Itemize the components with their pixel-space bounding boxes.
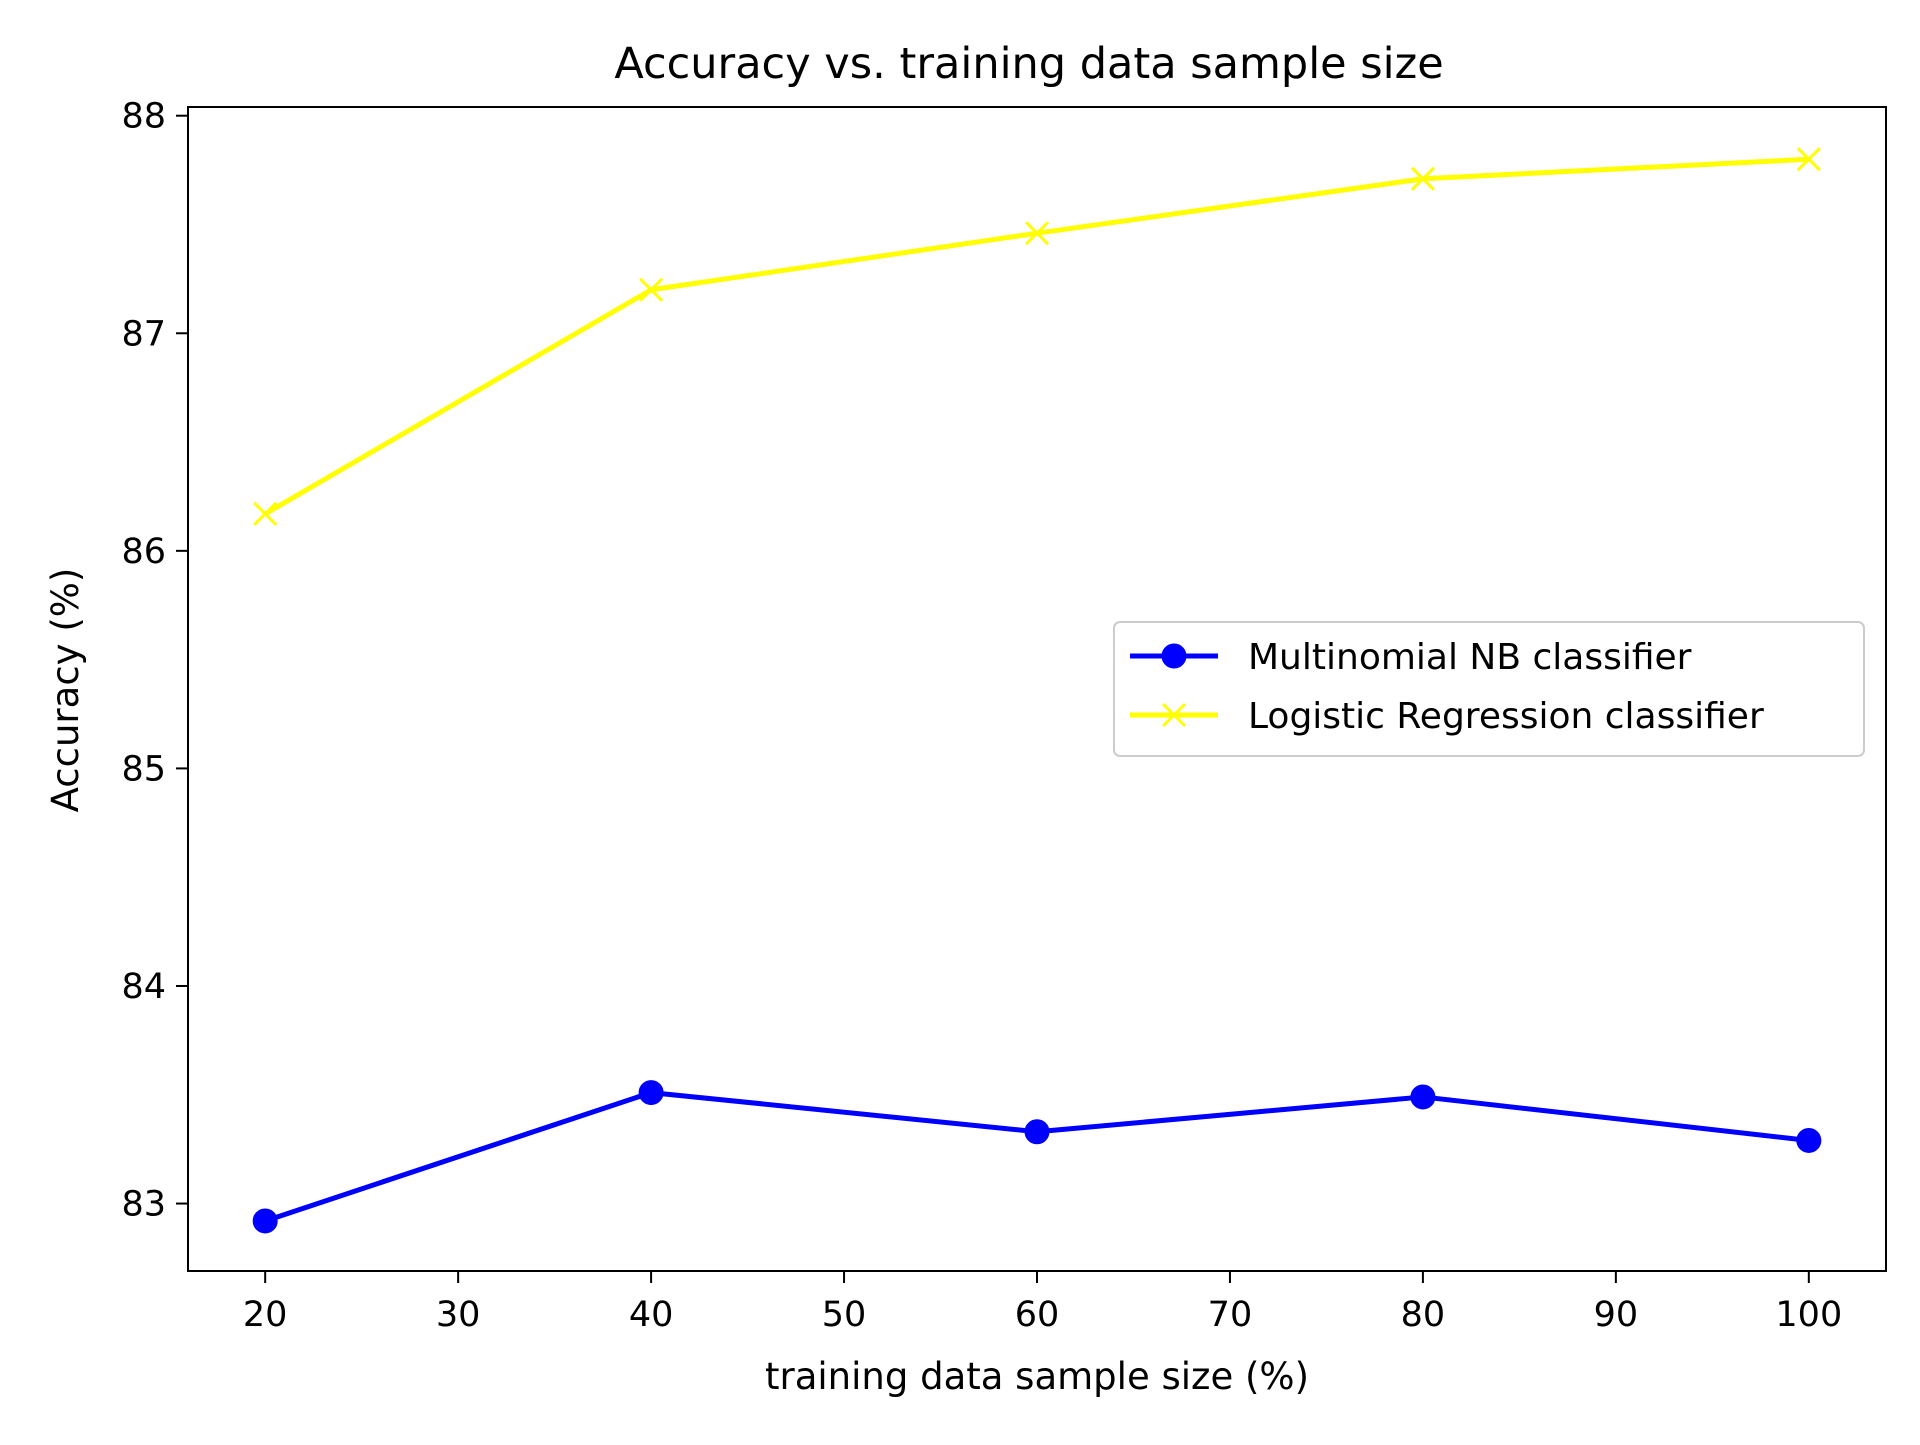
- data-point-logistic-regression: [639, 277, 664, 302]
- x-axis-label: training data sample size (%): [765, 1355, 1309, 1398]
- x-tick-label: 80: [1401, 1295, 1446, 1335]
- data-point-multinomial-nb: [638, 1080, 664, 1106]
- legend-box: [1113, 621, 1865, 757]
- x-axis: 20 30 40 50 60 70 80 90 100: [243, 1271, 1842, 1335]
- data-point-multinomial-nb: [1796, 1127, 1822, 1153]
- legend-label-logistic-regression: Logistic Regression classifier: [1248, 696, 1764, 737]
- data-point-multinomial-nb: [252, 1208, 278, 1234]
- plot-area: [252, 147, 1822, 1234]
- x-tick-label: 60: [1015, 1295, 1060, 1335]
- legend-label-multinomial-nb: Multinomial NB classifier: [1248, 637, 1692, 678]
- x-tick-label: 30: [436, 1295, 481, 1335]
- y-axis-label: Accuracy (%): [44, 568, 87, 813]
- data-point-logistic-regression: [1796, 147, 1821, 172]
- data-point-logistic-regression: [1410, 166, 1435, 191]
- data-point-multinomial-nb: [1410, 1084, 1436, 1110]
- x-tick-label: 40: [629, 1295, 674, 1335]
- x-tick-label: 20: [243, 1295, 288, 1335]
- x-tick-label: 70: [1208, 1295, 1253, 1335]
- data-point-logistic-regression: [1024, 221, 1050, 246]
- legend: Multinomial NB classifier Logistic Regres…: [1113, 621, 1865, 757]
- y-tick-label: 88: [121, 97, 166, 137]
- x-tick-label: 50: [822, 1295, 867, 1335]
- data-point-multinomial-nb: [1024, 1119, 1050, 1145]
- y-tick-label: 83: [121, 1185, 166, 1225]
- series-multinomial-nb: [252, 1080, 1822, 1234]
- legend-marker-multinomial-nb: [1161, 643, 1187, 669]
- x-tick-label: 100: [1775, 1295, 1842, 1335]
- series-logistic-regression: [253, 147, 1821, 526]
- legend-marker-logistic-regression: [1161, 702, 1187, 728]
- chart-title: Accuracy vs. training data sample size: [614, 39, 1443, 89]
- y-tick-label: 87: [121, 314, 166, 354]
- y-tick-label: 85: [121, 749, 166, 789]
- y-tick-label: 86: [121, 532, 166, 572]
- x-tick-label: 90: [1594, 1295, 1639, 1335]
- y-axis: 83 84 85 86 87 88: [121, 97, 188, 1225]
- data-point-logistic-regression: [253, 501, 278, 526]
- y-tick-label: 84: [121, 967, 166, 1007]
